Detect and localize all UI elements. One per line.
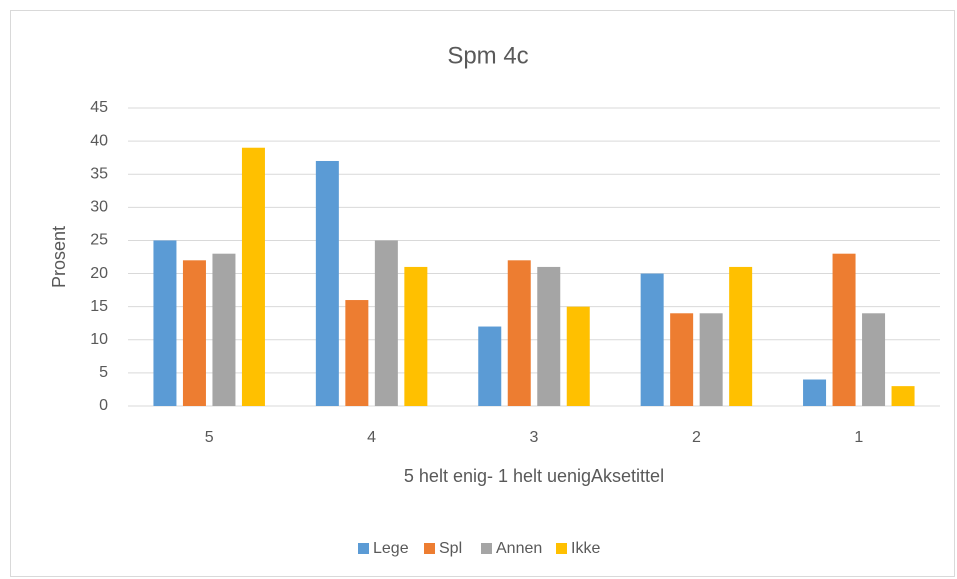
y-tick-label: 30 bbox=[90, 199, 108, 216]
bar bbox=[345, 300, 369, 406]
y-axis-label: Prosent bbox=[49, 226, 69, 288]
x-axis-label: 5 helt enig- 1 helt uenigAksetittel bbox=[404, 466, 664, 486]
legend-label: Lege bbox=[373, 540, 409, 557]
chart-border bbox=[10, 10, 955, 577]
bar bbox=[670, 313, 694, 406]
bar bbox=[153, 240, 177, 406]
x-tick-label: 5 bbox=[205, 429, 214, 446]
bar bbox=[182, 260, 206, 406]
bar bbox=[832, 253, 856, 406]
y-tick-label: 20 bbox=[90, 265, 108, 282]
bar bbox=[507, 260, 531, 406]
y-tick-label: 10 bbox=[90, 331, 108, 348]
y-tick-label: 5 bbox=[99, 364, 108, 381]
bar bbox=[478, 326, 502, 406]
bar bbox=[212, 253, 236, 406]
y-tick-label: 40 bbox=[90, 132, 108, 149]
legend-swatch bbox=[424, 543, 435, 554]
y-tick-label: 45 bbox=[90, 99, 108, 116]
bar bbox=[729, 266, 753, 406]
legend-swatch bbox=[358, 543, 369, 554]
legend-label: Ikke bbox=[571, 540, 600, 557]
bar bbox=[537, 266, 561, 406]
bar bbox=[803, 379, 827, 406]
x-tick-label: 1 bbox=[854, 429, 863, 446]
y-tick-label: 25 bbox=[90, 232, 108, 249]
legend-swatch bbox=[481, 543, 492, 554]
chart-title: Spm 4c bbox=[447, 42, 528, 69]
bar bbox=[862, 313, 886, 406]
y-tick-label: 15 bbox=[90, 298, 108, 315]
x-tick-label: 2 bbox=[692, 429, 701, 446]
bar bbox=[315, 160, 339, 406]
y-tick-label: 0 bbox=[99, 397, 108, 414]
legend-label: Annen bbox=[496, 540, 542, 557]
bar bbox=[891, 386, 915, 406]
y-tick-label: 35 bbox=[90, 165, 108, 182]
bar bbox=[640, 273, 664, 406]
bar bbox=[241, 147, 265, 406]
legend-label: Spl bbox=[439, 540, 462, 557]
bar bbox=[699, 313, 723, 406]
bar bbox=[566, 306, 590, 406]
x-tick-label: 4 bbox=[367, 429, 376, 446]
bar bbox=[374, 240, 398, 406]
bar bbox=[404, 266, 428, 406]
legend-swatch bbox=[556, 543, 567, 554]
x-tick-label: 3 bbox=[530, 429, 539, 446]
